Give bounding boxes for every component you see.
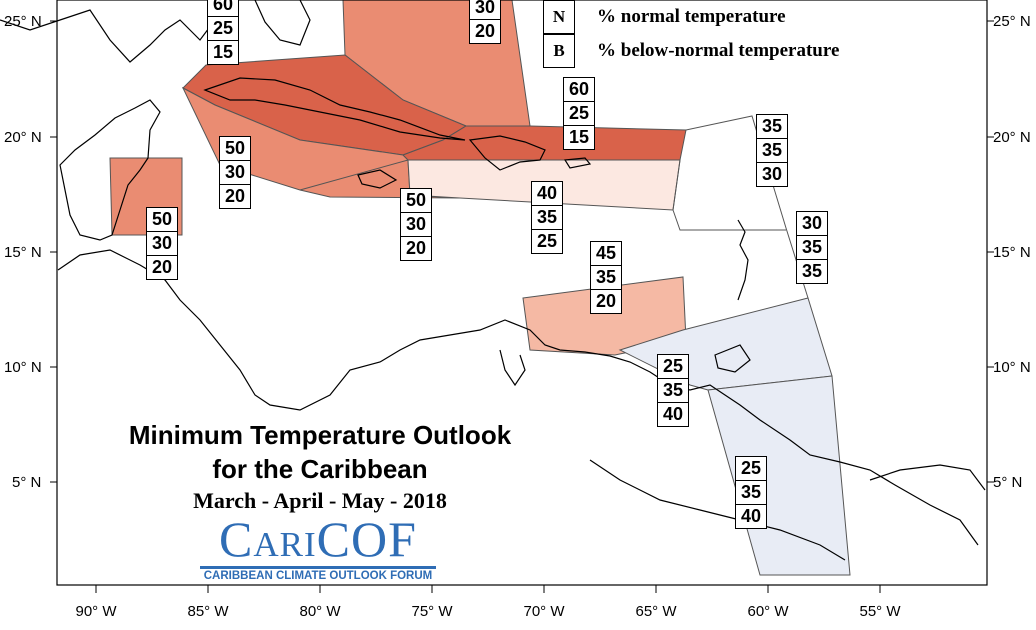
lat-label-10-right: 10° N — [993, 359, 1031, 376]
legend-text-below: % below-normal temperature — [597, 40, 840, 61]
prob-normal: 35 — [736, 481, 766, 505]
prob-box-windward-islands: 30 35 35 — [796, 211, 828, 284]
prob-below: 15 — [568, 127, 590, 147]
prob-normal: 35 — [658, 379, 688, 403]
prob-normal: 35 — [797, 236, 827, 260]
prob-box-jamaica-region: 50 30 20 — [400, 188, 432, 261]
prob-normal: 30 — [401, 213, 431, 237]
prob-above: 35 — [757, 115, 787, 139]
title-line-1: Minimum Temperature Outlook — [128, 420, 512, 450]
prob-below: 35 — [801, 261, 823, 281]
region-windward-outline — [672, 159, 786, 231]
prob-box-trinidad: 25 35 40 — [657, 354, 689, 427]
prob-box-bahamas-top: 30 20 — [469, 0, 501, 44]
prob-normal: 35 — [757, 139, 787, 163]
prob-below: 20 — [595, 291, 617, 311]
prob-above: 60 — [208, 0, 238, 17]
legend-key-below: B — [543, 34, 575, 68]
lon-label-65: 65° W — [635, 603, 677, 620]
lat-label-20-left: 20° N — [4, 129, 42, 146]
lat-label-15-left: 15° N — [4, 244, 42, 261]
legend-item-normal: N % normal temperature — [543, 0, 786, 34]
prob-box-guianas: 25 35 40 — [735, 456, 767, 529]
prob-box-leeward-islands: 35 35 30 — [756, 114, 788, 187]
region-guianas — [707, 375, 851, 576]
prob-above: 25 — [736, 457, 766, 481]
prob-below: 20 — [224, 186, 246, 206]
lat-label-15-right: 15° N — [993, 244, 1031, 261]
lon-label-85: 85° W — [187, 603, 229, 620]
prob-above: 50 — [220, 137, 250, 161]
lon-label-55: 55° W — [859, 603, 901, 620]
prob-below: 30 — [761, 164, 783, 184]
lon-label-90: 90° W — [75, 603, 117, 620]
lat-ticks — [50, 20, 994, 483]
prob-normal: 30 — [220, 161, 250, 185]
prob-box-hispaniola: 60 25 15 — [563, 77, 595, 150]
prob-above: 50 — [401, 189, 431, 213]
prob-above: 25 — [658, 355, 688, 379]
prob-above: 45 — [591, 242, 621, 266]
prob-below: 20 — [151, 257, 173, 277]
legend-text-normal: % normal temperature — [597, 6, 786, 27]
lon-label-60: 60° W — [747, 603, 789, 620]
coastlines — [0, 0, 986, 561]
prob-below: 25 — [536, 231, 558, 251]
prob-above: 60 — [564, 78, 594, 102]
map-frame — [56, 0, 988, 586]
prob-normal: 35 — [532, 206, 562, 230]
logo-subtitle: CARIBBEAN CLIMATE OUTLOOK FORUM — [200, 566, 436, 582]
lon-label-70: 70° W — [523, 603, 565, 620]
prob-normal: 30 — [147, 232, 177, 256]
forecast-period: March - April - May - 2018 — [193, 488, 447, 513]
legend-key-normal: N — [543, 0, 575, 34]
prob-box-abc-islands: 45 35 20 — [590, 241, 622, 314]
lon-label-75: 75° W — [411, 603, 453, 620]
lat-label-25-left: 25° N — [4, 13, 42, 30]
prob-below: 20 — [474, 21, 496, 41]
lon-ticks — [95, 585, 881, 593]
prob-above: 40 — [532, 182, 562, 206]
logo-name: CariCOF — [219, 511, 417, 567]
caricof-logo: CariCOF CARIBBEAN CLIMATE OUTLOOK FORUM — [200, 511, 436, 582]
legend-item-below: B % below-normal temperature — [543, 34, 839, 68]
lat-label-5-right: 5° N — [993, 474, 1022, 491]
prob-above: 50 — [147, 208, 177, 232]
lat-label-20-right: 20° N — [993, 129, 1031, 146]
prob-box-gulf-north-top: 60 25 15 — [207, 0, 239, 65]
prob-below: 20 — [405, 238, 427, 258]
prob-normal: 25 — [208, 17, 238, 41]
prob-above: 30 — [797, 212, 827, 236]
lat-label-10-left: 10° N — [4, 359, 42, 376]
lat-label-5-left: 5° N — [12, 474, 41, 491]
prob-normal: 35 — [591, 266, 621, 290]
prob-below: 40 — [662, 404, 684, 424]
lon-label-80: 80° W — [299, 603, 341, 620]
title-block: Minimum Temperature Outlook for the Cari… — [70, 418, 570, 514]
prob-below: 40 — [740, 506, 762, 526]
prob-box-belize: 50 30 20 — [146, 207, 178, 280]
lat-label-25-right: 25° N — [993, 13, 1031, 30]
prob-normal: 30 — [470, 0, 500, 20]
prob-normal: 25 — [564, 102, 594, 126]
title-line-2: for the Caribbean — [212, 454, 428, 484]
prob-box-western-caribbean: 50 30 20 — [219, 136, 251, 209]
prob-below: 15 — [212, 42, 234, 62]
prob-box-puerto-rico: 40 35 25 — [531, 181, 563, 254]
